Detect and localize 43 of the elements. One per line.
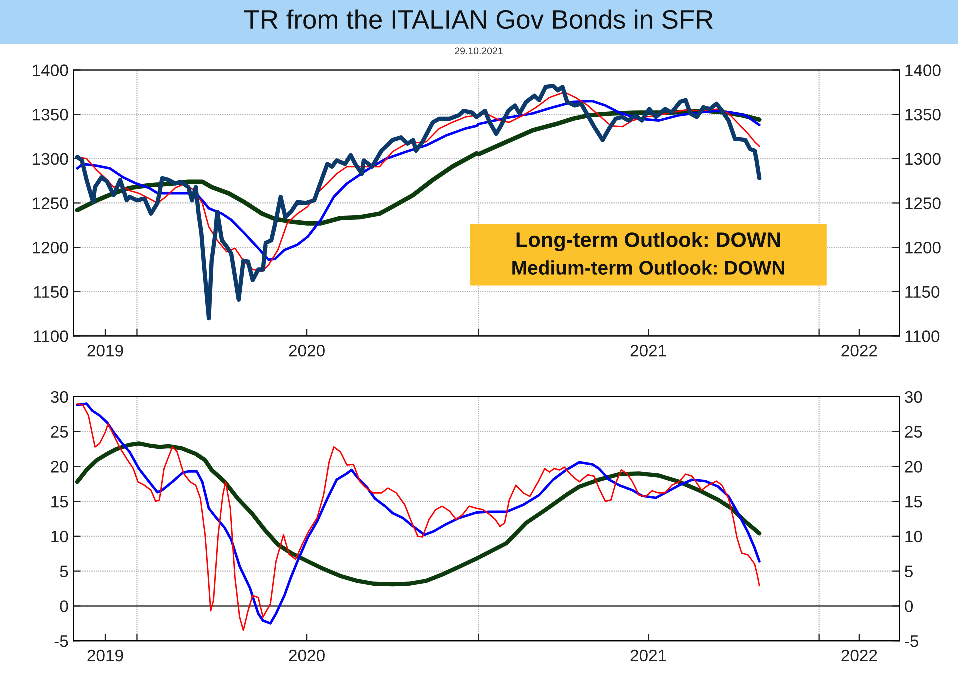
y2-tick-label: 15	[906, 496, 922, 508]
x-tick-label: 2020	[289, 650, 325, 662]
y2-tick-label: 1300	[906, 153, 941, 166]
line-series	[75, 442, 762, 587]
x-tick-label: 2022	[842, 345, 878, 357]
y-tick-label: -5	[54, 636, 68, 648]
y2-tick-label: 0	[905, 600, 914, 612]
y2-tick-label: 25	[905, 426, 922, 438]
x-tick-label: 2021	[630, 345, 666, 357]
y-tick-label: 1200	[33, 242, 68, 254]
y-tick-label: 0	[60, 600, 68, 612]
y2-tick-label: 1350	[906, 108, 941, 121]
y2-tick-label: 1150	[906, 286, 940, 298]
y2-tick-label: 1200	[906, 242, 941, 254]
y2-tick-label: -5	[905, 636, 919, 648]
x-tick-label: 2019	[88, 650, 124, 662]
y2-tick-label: 1250	[906, 198, 941, 210]
y-tick-label: 1300	[33, 153, 68, 166]
x-tick-label: 2022	[842, 650, 878, 662]
y2-tick-label: 1100	[906, 330, 940, 342]
chart-subtitle: 29.10.2021	[455, 48, 503, 55]
annotation: Medium-term Outlook: DOWN	[512, 260, 784, 275]
y2-tick-label: 30	[905, 391, 922, 404]
x-tick-label: 2019	[88, 345, 124, 357]
y-tick-label: 15	[52, 496, 68, 508]
y2-tick-label: 20	[905, 461, 922, 473]
y2-tick-label: 5	[905, 566, 913, 578]
annotation: Long-term Outlook: DOWN	[516, 232, 780, 252]
x-tick-label: 2021	[630, 650, 666, 662]
y-tick-label: 1100	[34, 330, 68, 342]
y-tick-label: 1350	[33, 108, 68, 121]
y-tick-label: 10	[52, 530, 68, 543]
chart-title: TR from the ITALIAN Gov Bonds in SFR	[244, 10, 713, 30]
x-tick-label: 2020	[289, 345, 325, 357]
y-tick-label: 20	[51, 461, 68, 473]
y2-tick-label: 10	[906, 530, 922, 543]
y-tick-label: 1150	[34, 286, 68, 298]
y2-tick-label: 1400	[906, 64, 941, 76]
y-tick-label: 5	[60, 566, 68, 578]
y-tick-label: 1250	[33, 198, 68, 210]
y-tick-label: 25	[51, 426, 68, 438]
y-tick-label: 1400	[33, 64, 68, 76]
y-tick-label: 30	[51, 391, 68, 404]
